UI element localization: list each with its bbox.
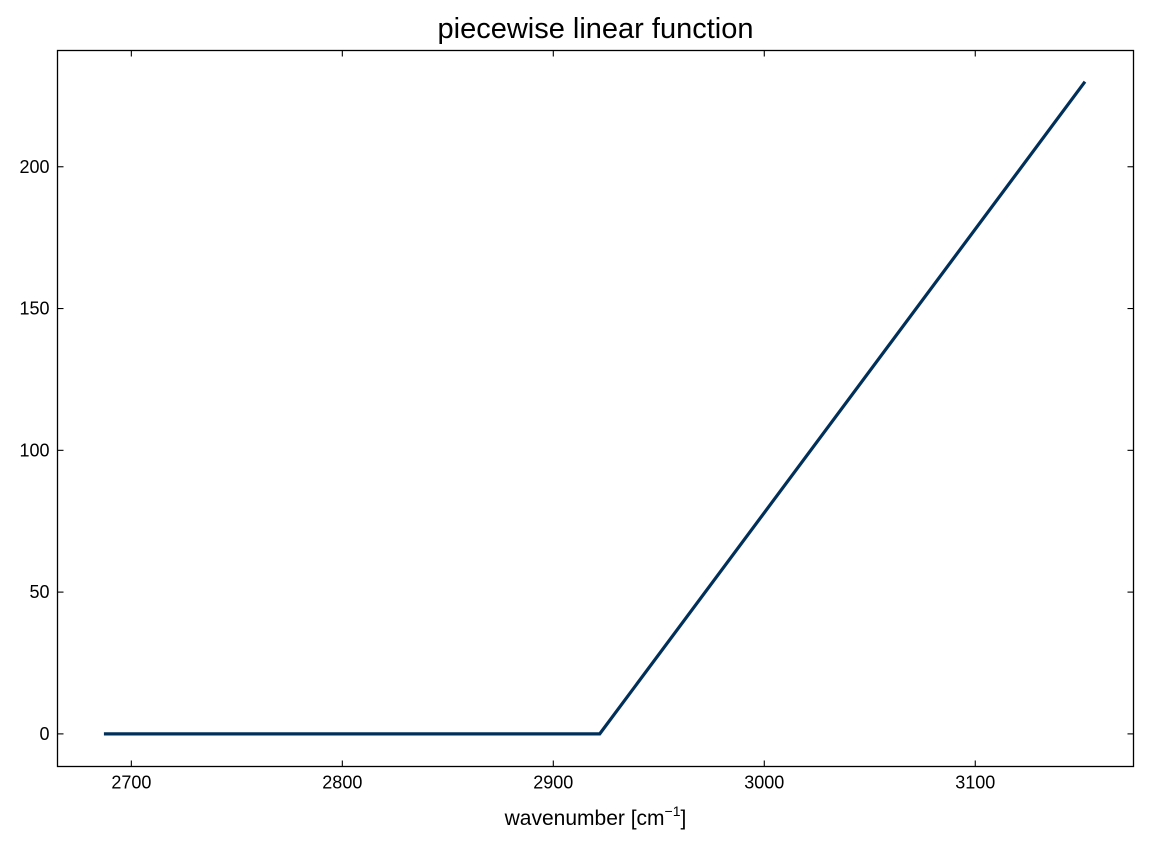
plot-frame xyxy=(56,49,1135,768)
x-tick-label: 2900 xyxy=(533,773,573,793)
x-axis-label: wavenumber [cm−1] xyxy=(504,803,687,830)
plot-area: 2700 2800 2900 3000 3100 0 50 100 150 200 xyxy=(19,49,1135,793)
x-axis-label-superscript: −1 xyxy=(665,803,681,819)
x-tick-label: 3000 xyxy=(744,773,784,793)
y-tick-label: 200 xyxy=(19,157,49,177)
x-tick-label: 2700 xyxy=(111,773,151,793)
x-axis-label-text: wavenumber [cm xyxy=(504,807,665,830)
y-tick-label: 150 xyxy=(19,299,49,319)
x-tick-label: 2800 xyxy=(322,773,362,793)
y-axis-ticks: 0 50 100 150 200 xyxy=(19,157,1134,744)
x-axis-ticks: 2700 2800 2900 3000 3100 xyxy=(111,50,995,793)
x-axis-label-suffix: ] xyxy=(681,807,687,830)
x-tick-label: 3100 xyxy=(955,773,995,793)
series-line-0 xyxy=(103,80,1087,736)
y-tick-label: 100 xyxy=(19,440,49,460)
series-group xyxy=(103,80,1087,736)
y-tick-label: 0 xyxy=(39,724,49,744)
y-tick-label: 50 xyxy=(29,582,49,602)
chart-title: piecewise linear function xyxy=(438,13,754,45)
